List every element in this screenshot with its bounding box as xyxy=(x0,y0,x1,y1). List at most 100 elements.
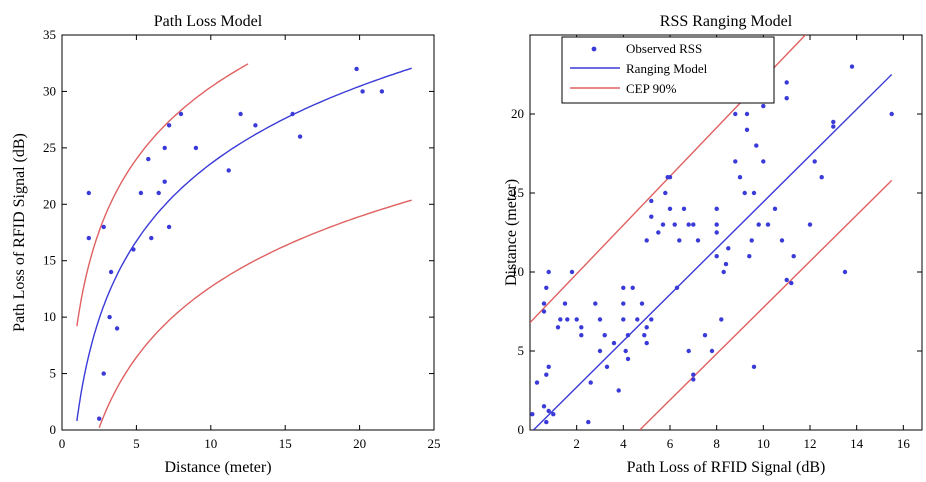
right-data-point xyxy=(709,348,715,354)
left-axes-box xyxy=(61,34,435,431)
left-data-point xyxy=(101,224,106,230)
right-data-point xyxy=(593,301,598,306)
left-data-point xyxy=(360,89,365,94)
right-data-point xyxy=(667,206,673,211)
right-data-point xyxy=(702,333,708,338)
right-data-point xyxy=(721,269,726,275)
right-axes-box xyxy=(529,34,923,431)
right-data-point xyxy=(733,111,738,117)
right-data-point xyxy=(747,254,752,259)
right-xtick-label: 2 xyxy=(573,436,580,451)
left-data-point xyxy=(101,371,106,376)
right-data-point xyxy=(546,269,551,275)
right-data-point xyxy=(714,206,719,211)
right-data-point xyxy=(765,222,771,227)
right-data-point xyxy=(772,206,778,211)
right-data-point xyxy=(784,277,789,283)
right-data-point xyxy=(849,64,855,69)
left-ytick-label: 35 xyxy=(43,27,56,42)
right-data-point xyxy=(737,175,743,180)
left-data-point xyxy=(86,235,92,241)
right-data-point xyxy=(544,372,549,377)
right-data-point xyxy=(695,238,701,243)
left-data-point xyxy=(226,168,231,173)
left-data-point xyxy=(290,111,295,117)
right-data-point xyxy=(562,301,568,306)
right-data-point xyxy=(558,317,563,322)
left-data-point xyxy=(178,111,184,117)
right-data-point xyxy=(623,348,628,354)
left-series-lower-line xyxy=(98,199,412,428)
left-xtick-label: 20 xyxy=(353,436,366,451)
right-data-point xyxy=(546,364,551,369)
left-data-point xyxy=(238,111,243,117)
right-xtick-label: 12 xyxy=(804,436,817,451)
right-data-point xyxy=(541,301,547,306)
right-y-axis-label: Distance (meter) xyxy=(503,179,520,286)
right-data-point xyxy=(604,364,610,369)
right-data-point xyxy=(831,124,836,129)
right-data-point xyxy=(751,364,757,369)
right-data-point xyxy=(686,222,691,227)
right-data-point xyxy=(649,198,654,204)
left-ytick-label: 15 xyxy=(43,253,56,268)
right-legend-marker-points xyxy=(591,46,597,52)
right-legend-entry: Ranging Model xyxy=(626,61,708,76)
right-data-point xyxy=(602,333,607,338)
right-data-point xyxy=(569,269,575,275)
right-data-point xyxy=(534,380,540,385)
right-data-point xyxy=(677,238,682,243)
right-data-point xyxy=(681,206,687,211)
right-data-point xyxy=(541,404,547,409)
right-data-point xyxy=(807,222,813,227)
left-xtick-label: 25 xyxy=(428,436,441,451)
right-xtick-label: 4 xyxy=(620,436,627,451)
left-data-point xyxy=(108,269,114,275)
left-data-point xyxy=(297,134,303,139)
right-data-point xyxy=(672,222,677,227)
right-data-point xyxy=(541,309,547,314)
right-data-point xyxy=(663,190,668,196)
left-xtick-label: 15 xyxy=(279,436,292,451)
right-data-point xyxy=(649,317,654,322)
right-data-point xyxy=(555,325,561,330)
right-data-point xyxy=(686,348,691,354)
right-ytick-label: 0 xyxy=(518,422,525,437)
right-data-point xyxy=(546,408,551,414)
left-ytick-label: 25 xyxy=(43,140,56,155)
left-data-point xyxy=(166,123,172,128)
left-series-model-line xyxy=(76,67,412,422)
left-y-axis-label: Path Loss of RFID Signal (dB) xyxy=(11,133,28,332)
left-data-point xyxy=(253,123,258,128)
right-data-point xyxy=(597,317,603,322)
right-data-point xyxy=(551,412,556,417)
right-data-point xyxy=(791,254,796,259)
right-series-lower-line xyxy=(639,179,893,430)
right-data-point xyxy=(744,111,750,117)
left-plot-content xyxy=(76,63,412,428)
right-legend-entry: CEP 90% xyxy=(626,81,677,96)
left-xtick-label: 5 xyxy=(133,436,140,451)
right-data-point xyxy=(756,222,761,227)
left-series-upper-line xyxy=(76,63,249,327)
left-data-point xyxy=(107,314,112,320)
right-data-point xyxy=(635,317,640,322)
right-x-axis-label: Path Loss of RFID Signal (dB) xyxy=(627,459,826,476)
right-data-point xyxy=(597,348,603,354)
right-data-point xyxy=(625,333,631,338)
right-data-point xyxy=(842,269,848,275)
left-data-point xyxy=(138,190,144,196)
right-xtick-label: 8 xyxy=(713,436,720,451)
right-data-point xyxy=(625,356,631,362)
right-data-point xyxy=(544,285,549,290)
right-data-point xyxy=(639,301,645,306)
right-data-point xyxy=(812,159,817,164)
left-ytick-label: 5 xyxy=(50,366,57,381)
left-data-point xyxy=(156,190,161,196)
left-data-point xyxy=(193,145,199,151)
right-data-point xyxy=(586,419,591,425)
right-data-point xyxy=(723,261,729,267)
right-data-point xyxy=(784,96,789,101)
right-data-point xyxy=(761,159,766,164)
